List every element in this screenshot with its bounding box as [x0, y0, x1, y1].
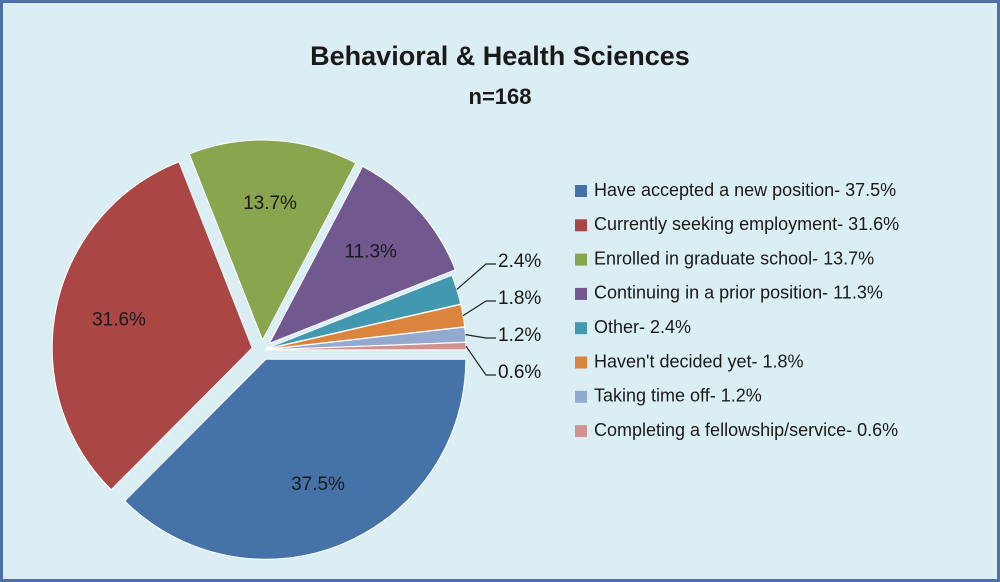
pie-slice: [265, 274, 462, 350]
legend-swatch: [575, 287, 587, 300]
slice-label: 11.3%: [344, 242, 397, 263]
legend-swatch: [575, 356, 587, 369]
legend-swatch: [575, 390, 587, 403]
pie-slice: [188, 139, 357, 342]
legend-label: Other- 2.4%: [594, 317, 691, 337]
slice-label: 0.6%: [498, 362, 541, 383]
slice-label: 1.2%: [498, 325, 541, 346]
legend-swatch: [575, 425, 587, 438]
legend-swatch: [575, 185, 587, 197]
slice-label: 2.4%: [498, 251, 541, 272]
pie-slice: [124, 358, 467, 560]
legend-label: Taking time off- 1.2%: [594, 386, 762, 406]
legend-label: Have accepted a new position- 37.5%: [594, 180, 896, 200]
legend-swatch: [575, 219, 587, 232]
legend-label: Continuing in a prior position- 11.3%: [594, 283, 883, 303]
leader-line: [456, 263, 496, 290]
slice-label: 31.6%: [92, 309, 146, 330]
legend-swatch: [575, 253, 587, 266]
slice-label: 37.5%: [291, 474, 345, 495]
legend-swatch: [575, 322, 587, 335]
pie-slice: [268, 165, 457, 345]
pie-slice: [265, 341, 467, 351]
chart-subtitle: n=168: [469, 84, 532, 109]
leader-line: [465, 345, 496, 376]
slice-label: 13.7%: [243, 193, 297, 214]
leader-line: [462, 300, 496, 317]
legend-label: Currently seeking employment- 31.6%: [594, 214, 899, 234]
leader-line: [465, 334, 496, 339]
legend-label: Enrolled in graduate school- 13.7%: [594, 248, 874, 268]
chart-title: Behavioral & Health Sciences: [310, 41, 690, 71]
legend-label: Haven't decided yet- 1.8%: [594, 351, 804, 371]
legend-label: Completing a fellowship/service- 0.6%: [594, 420, 898, 440]
pie-slice: [51, 161, 253, 491]
slice-label: 1.8%: [498, 288, 541, 309]
